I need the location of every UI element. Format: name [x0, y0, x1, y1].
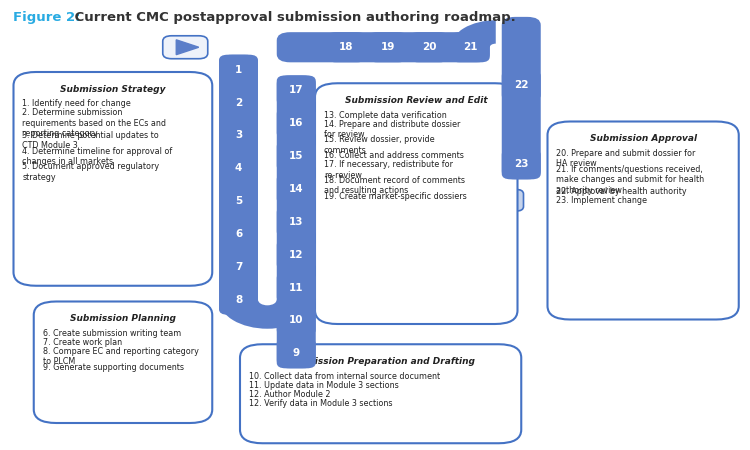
FancyBboxPatch shape: [277, 207, 316, 237]
Polygon shape: [176, 40, 199, 54]
FancyBboxPatch shape: [277, 239, 316, 270]
Text: 11: 11: [289, 283, 304, 293]
Text: 12. Author Module 2: 12. Author Module 2: [249, 390, 331, 399]
FancyBboxPatch shape: [277, 75, 316, 105]
Text: 3. Determine potential updates to
CTD Module 3: 3. Determine potential updates to CTD Mo…: [22, 131, 159, 150]
Text: 13: 13: [289, 217, 304, 227]
Text: 17: 17: [289, 86, 304, 95]
Text: 17. If necessary, redistribute for
re-review: 17. If necessary, redistribute for re-re…: [324, 160, 453, 180]
Text: 21: 21: [463, 42, 478, 52]
FancyBboxPatch shape: [240, 344, 521, 443]
Text: 23. Implement change: 23. Implement change: [556, 196, 647, 205]
Wedge shape: [451, 20, 496, 47]
FancyBboxPatch shape: [219, 54, 258, 85]
Text: Submission Review and Edit: Submission Review and Edit: [345, 96, 488, 105]
FancyBboxPatch shape: [277, 141, 316, 171]
Text: 16. Collect and address comments: 16. Collect and address comments: [324, 151, 464, 160]
FancyBboxPatch shape: [219, 153, 258, 184]
FancyBboxPatch shape: [451, 32, 490, 62]
Text: 7. Create work plan: 7. Create work plan: [43, 338, 122, 347]
Text: 10. Collect data from internal source document: 10. Collect data from internal source do…: [249, 372, 440, 381]
Text: 2: 2: [235, 98, 242, 108]
Text: 23: 23: [514, 159, 529, 169]
Text: Submission Planning: Submission Planning: [70, 314, 176, 323]
FancyBboxPatch shape: [548, 122, 739, 320]
FancyBboxPatch shape: [277, 32, 490, 62]
Text: 2. Determine submission
requirements based on the ECs and
reporting category: 2. Determine submission requirements bas…: [22, 108, 166, 138]
FancyBboxPatch shape: [410, 32, 448, 62]
Text: 16: 16: [289, 118, 304, 128]
Text: 5. Document approved regulatory
strategy: 5. Document approved regulatory strategy: [22, 162, 160, 182]
Text: 22: 22: [514, 81, 529, 90]
FancyBboxPatch shape: [277, 75, 316, 368]
Text: 14: 14: [289, 184, 304, 194]
FancyBboxPatch shape: [219, 55, 258, 315]
FancyBboxPatch shape: [13, 72, 212, 286]
FancyBboxPatch shape: [368, 32, 407, 62]
FancyBboxPatch shape: [315, 83, 518, 324]
Text: 12: 12: [289, 250, 304, 260]
FancyBboxPatch shape: [219, 87, 258, 117]
Text: Current CMC postapproval submission authoring roadmap.: Current CMC postapproval submission auth…: [70, 11, 516, 24]
FancyBboxPatch shape: [502, 70, 541, 100]
Text: 9. Generate supporting documents: 9. Generate supporting documents: [43, 363, 184, 372]
Text: 12. Verify data in Module 3 sections: 12. Verify data in Module 3 sections: [249, 399, 392, 408]
Text: 7: 7: [235, 262, 242, 272]
Text: Submission Strategy: Submission Strategy: [60, 85, 166, 94]
Text: 8: 8: [235, 295, 242, 305]
Text: 10: 10: [289, 315, 304, 325]
FancyBboxPatch shape: [34, 302, 212, 423]
Wedge shape: [219, 300, 316, 329]
Text: 1. Identify need for change: 1. Identify need for change: [22, 99, 131, 108]
Text: 14. Prepare and distribute dossier
for review: 14. Prepare and distribute dossier for r…: [324, 120, 460, 139]
Text: 11. Update data in Module 3 sections: 11. Update data in Module 3 sections: [249, 381, 399, 390]
Text: 13. Complete data verification: 13. Complete data verification: [324, 111, 447, 120]
FancyBboxPatch shape: [219, 285, 258, 315]
Text: 3: 3: [235, 130, 242, 140]
Text: 4. Determine timeline for approval of
changes in all markets: 4. Determine timeline for approval of ch…: [22, 147, 172, 166]
Text: 4: 4: [235, 163, 242, 173]
Text: 20. Prepare and submit dossier for
HA review: 20. Prepare and submit dossier for HA re…: [556, 149, 696, 168]
FancyBboxPatch shape: [219, 121, 258, 151]
FancyBboxPatch shape: [219, 252, 258, 282]
FancyBboxPatch shape: [327, 32, 366, 62]
Text: 18: 18: [339, 42, 354, 52]
Text: 1: 1: [235, 65, 242, 75]
FancyBboxPatch shape: [277, 174, 316, 204]
FancyBboxPatch shape: [277, 272, 316, 302]
FancyBboxPatch shape: [219, 219, 258, 249]
Text: 21. If comments/questions received,
make changes and submit for health
authority: 21. If comments/questions received, make…: [556, 165, 705, 194]
FancyBboxPatch shape: [277, 108, 316, 138]
Text: 19. Create market-specific dossiers: 19. Create market-specific dossiers: [324, 192, 466, 201]
FancyBboxPatch shape: [277, 305, 316, 335]
FancyBboxPatch shape: [502, 17, 541, 179]
Text: 9: 9: [292, 348, 300, 358]
FancyBboxPatch shape: [219, 186, 258, 216]
FancyBboxPatch shape: [478, 189, 524, 211]
Text: 6: 6: [235, 229, 242, 239]
Text: 15: 15: [289, 151, 304, 161]
Text: 6. Create submission writing team: 6. Create submission writing team: [43, 329, 181, 338]
Text: 22. Approval by health authority: 22. Approval by health authority: [556, 187, 687, 196]
Text: 20: 20: [422, 42, 436, 52]
Text: Figure 2:: Figure 2:: [13, 11, 81, 24]
Text: 8. Compare EC and reporting category
to PLCM: 8. Compare EC and reporting category to …: [43, 347, 199, 366]
Text: 15. Review dossier, provide
comments: 15. Review dossier, provide comments: [324, 135, 435, 155]
FancyBboxPatch shape: [502, 149, 541, 179]
Text: Submission Preparation and Drafting: Submission Preparation and Drafting: [286, 357, 476, 366]
Text: Submission Approval: Submission Approval: [590, 134, 697, 143]
Text: 18. Document record of comments
and resulting actions: 18. Document record of comments and resu…: [324, 176, 465, 195]
FancyBboxPatch shape: [163, 36, 208, 58]
Text: 5: 5: [235, 196, 242, 206]
Text: 19: 19: [380, 42, 395, 52]
FancyBboxPatch shape: [277, 338, 316, 368]
